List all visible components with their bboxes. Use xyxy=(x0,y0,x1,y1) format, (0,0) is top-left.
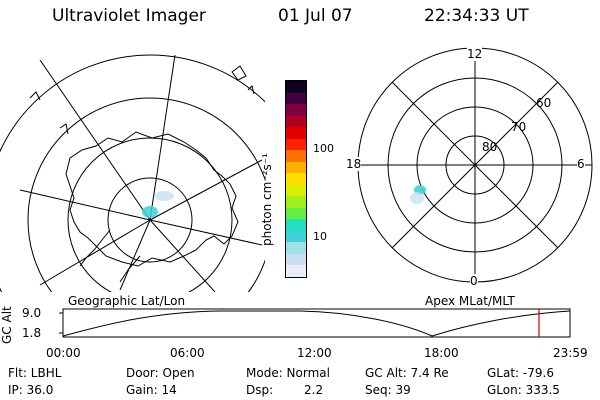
colorbar-segment xyxy=(286,196,306,208)
colorbar-segment xyxy=(286,242,306,254)
coastline xyxy=(79,229,111,267)
colorbar-segment xyxy=(286,150,306,162)
mlat-label-70: 70 xyxy=(511,120,527,134)
colorbar-segment xyxy=(286,207,306,220)
x-tick-0600: 06:00 xyxy=(170,346,205,360)
info-dsp-label: Dsp: xyxy=(246,383,274,397)
app-title: Ultraviolet Imager xyxy=(52,6,206,26)
altitude-ymax: 9.0 xyxy=(22,306,42,320)
colorbar-segment xyxy=(286,219,306,231)
meridian-line xyxy=(19,189,151,221)
mlat-label-60: 60 xyxy=(536,96,552,110)
coastline xyxy=(29,91,41,101)
meridian-line xyxy=(149,54,176,221)
info-door: Door: Open xyxy=(126,366,195,380)
colorbar-segment xyxy=(286,104,306,116)
x-tick-0000: 00:00 xyxy=(46,346,81,360)
mlt-label-12: 12 xyxy=(467,47,483,61)
colorbar-segment xyxy=(286,92,306,105)
info-filter: Flt: LBHL xyxy=(8,366,62,380)
colorbar-segment xyxy=(286,127,306,139)
x-tick-1800: 18:00 xyxy=(424,346,459,360)
meridian-line xyxy=(119,219,151,291)
altitude-curve xyxy=(62,310,571,337)
mlt-label-6: 6 xyxy=(577,157,585,171)
x-tick-1200: 12:00 xyxy=(297,346,332,360)
coastline xyxy=(65,131,239,267)
meridian-line xyxy=(149,159,263,221)
colorbar-segment xyxy=(286,265,306,277)
colorbar-segment xyxy=(286,80,306,93)
altitude-ymin: 1.8 xyxy=(22,326,42,340)
lat-circle xyxy=(67,137,233,292)
mlt-label-0: 0 xyxy=(470,274,478,288)
meridian-line xyxy=(149,219,263,246)
info-seq: Seq: 39 xyxy=(365,383,411,397)
coastline xyxy=(119,255,141,283)
colorbar-segment xyxy=(286,184,306,197)
lat-circle xyxy=(107,177,193,263)
coastline xyxy=(59,123,69,135)
aurora-emission xyxy=(410,192,424,204)
aurora-emission xyxy=(154,191,174,201)
colorbar-segment xyxy=(286,161,306,174)
colorbar-segment xyxy=(286,115,306,128)
x-tick-2359: 23:59 xyxy=(553,346,588,360)
info-glon: GLon: 333.5 xyxy=(487,383,560,397)
mlt-line xyxy=(391,81,559,249)
meridian-line xyxy=(39,59,151,221)
colorbar-tick-10: 10 xyxy=(313,230,327,243)
colorbar-segment xyxy=(286,230,306,243)
info-ip: IP: 36.0 xyxy=(8,383,54,397)
mlt-label-18: 18 xyxy=(346,157,362,171)
info-dsp-value: 2.2 xyxy=(304,383,324,397)
time-display: 22:34:33 UT xyxy=(424,6,529,26)
geographic-map-label: Geographic Lat/Lon xyxy=(68,294,186,308)
aurora-emission xyxy=(142,206,158,218)
info-glat: GLat: -79.6 xyxy=(487,366,554,380)
lat-circle xyxy=(27,97,265,292)
meridian-line xyxy=(149,219,216,292)
colorbar-segment xyxy=(286,138,306,151)
colorbar-segment xyxy=(286,173,306,185)
coastline xyxy=(247,85,255,95)
magnetic-map-label: Apex MLat/MLT xyxy=(425,294,515,308)
colorbar xyxy=(285,80,307,278)
mlat-label-80: 80 xyxy=(482,140,498,154)
info-gain: Gain: 14 xyxy=(126,383,177,397)
info-gc-alt: GC Alt: 7.4 Re xyxy=(365,366,449,380)
colorbar-segment xyxy=(286,253,306,266)
colorbar-tick-100: 100 xyxy=(313,142,334,155)
meridian-line xyxy=(39,219,151,286)
altitude-plot-frame xyxy=(62,308,571,338)
coastline xyxy=(231,65,247,81)
date-display: 01 Jul 07 xyxy=(278,6,353,26)
info-mode: Mode: Normal xyxy=(246,366,330,380)
lat-circle xyxy=(0,54,265,292)
